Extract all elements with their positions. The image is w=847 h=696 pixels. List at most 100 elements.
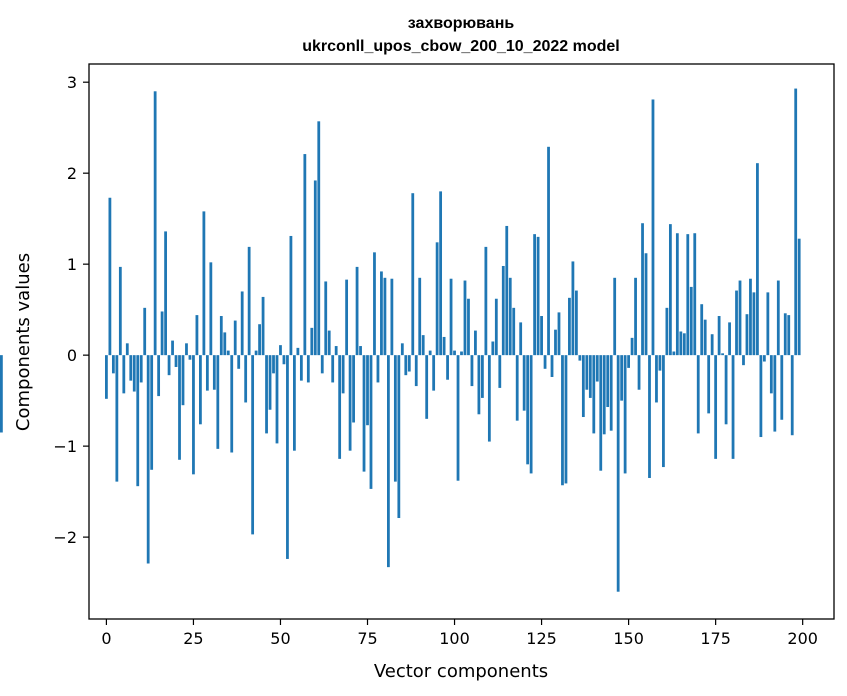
bar-198 bbox=[794, 88, 798, 356]
bar-5 bbox=[122, 355, 126, 394]
bar-4 bbox=[118, 266, 122, 356]
bar-195 bbox=[783, 313, 787, 356]
bar-128 bbox=[550, 355, 554, 377]
bar-188 bbox=[759, 355, 763, 438]
x-tick-label: 200 bbox=[787, 629, 818, 648]
bar-21 bbox=[178, 355, 181, 460]
bar-143 bbox=[602, 355, 606, 435]
bar-30 bbox=[209, 262, 213, 356]
bar-183 bbox=[742, 355, 745, 366]
bar-56 bbox=[299, 355, 303, 381]
bar-42 bbox=[251, 355, 255, 535]
bar-72 bbox=[355, 266, 359, 356]
bar-166 bbox=[682, 333, 686, 356]
bar-170 bbox=[696, 355, 700, 434]
bar-102 bbox=[460, 351, 463, 356]
bar-196 bbox=[787, 315, 791, 356]
bar-152 bbox=[634, 277, 637, 356]
bar-82 bbox=[390, 278, 394, 356]
bar-174 bbox=[710, 334, 714, 356]
bar-151 bbox=[630, 337, 634, 356]
bar-126 bbox=[543, 355, 547, 369]
bar-114 bbox=[501, 265, 505, 356]
bar-173 bbox=[707, 355, 711, 414]
bar-186 bbox=[752, 292, 756, 356]
bar-100 bbox=[453, 350, 456, 356]
bar-134 bbox=[571, 261, 575, 356]
bar-108 bbox=[481, 355, 484, 398]
bar-194 bbox=[780, 355, 784, 420]
bar-63 bbox=[324, 281, 328, 356]
bar-7 bbox=[129, 355, 133, 381]
bar-37 bbox=[233, 320, 237, 356]
x-tick-label: 100 bbox=[439, 629, 470, 648]
bars-group bbox=[0, 88, 801, 592]
bar-138 bbox=[585, 355, 589, 390]
bar-130 bbox=[557, 312, 561, 356]
bar-116 bbox=[508, 277, 512, 356]
bar-168 bbox=[689, 286, 693, 356]
bar-120 bbox=[522, 355, 526, 411]
bar-53 bbox=[289, 235, 293, 356]
bar-123 bbox=[533, 234, 536, 356]
bar-161 bbox=[665, 307, 669, 356]
bar-131 bbox=[561, 355, 564, 486]
bar-70 bbox=[348, 355, 352, 451]
bar-93 bbox=[428, 350, 432, 356]
bar-160 bbox=[662, 355, 665, 468]
bar-51 bbox=[282, 355, 286, 365]
bar-54 bbox=[293, 355, 296, 451]
bar-156 bbox=[648, 355, 651, 478]
chart-title: захворювань bbox=[408, 15, 515, 32]
bar-106 bbox=[474, 330, 477, 356]
bar-14 bbox=[153, 91, 157, 356]
bar-98 bbox=[446, 355, 449, 380]
bar-149 bbox=[623, 355, 627, 474]
bar-87 bbox=[407, 355, 411, 372]
bar-1 bbox=[108, 197, 112, 356]
bar-147 bbox=[616, 355, 620, 592]
bar-75 bbox=[366, 355, 369, 426]
bar-61 bbox=[317, 121, 321, 356]
bar-122 bbox=[529, 355, 533, 474]
bar-86 bbox=[404, 355, 408, 376]
bar-91 bbox=[421, 335, 425, 356]
bar-155 bbox=[644, 253, 648, 356]
bar-171 bbox=[700, 304, 704, 356]
bar-90 bbox=[418, 277, 422, 356]
bar-35 bbox=[226, 350, 230, 356]
bar-67 bbox=[338, 355, 342, 459]
bar-12 bbox=[146, 355, 150, 564]
bar-167 bbox=[686, 234, 690, 356]
bar-46 bbox=[265, 355, 268, 434]
bar-141 bbox=[595, 355, 599, 382]
bar-146 bbox=[613, 277, 617, 356]
bar-16 bbox=[160, 311, 164, 356]
bar-145 bbox=[609, 355, 613, 431]
bar-140 bbox=[592, 355, 596, 434]
bar-193 bbox=[776, 280, 780, 356]
bar-159 bbox=[658, 355, 662, 371]
bar-57 bbox=[303, 154, 307, 356]
bar-20 bbox=[174, 355, 178, 367]
bar-33 bbox=[219, 316, 223, 356]
bar-163 bbox=[672, 351, 676, 356]
bar-135 bbox=[574, 290, 578, 356]
bar-104 bbox=[467, 298, 470, 356]
x-tick-label: 50 bbox=[270, 629, 290, 648]
bar-66 bbox=[334, 346, 338, 356]
bar-49 bbox=[275, 355, 279, 444]
bar-115 bbox=[505, 225, 509, 356]
bar-190 bbox=[766, 292, 770, 356]
bar-92 bbox=[425, 355, 429, 419]
y-tick-label: 1 bbox=[67, 255, 77, 274]
bar-83 bbox=[393, 355, 397, 482]
bar-80 bbox=[383, 277, 387, 356]
bar-45 bbox=[261, 296, 265, 356]
bar-19 bbox=[171, 340, 174, 356]
bar-176 bbox=[717, 316, 721, 356]
bar-8 bbox=[132, 355, 136, 392]
bar-73 bbox=[359, 346, 362, 356]
bar-0 bbox=[105, 355, 108, 399]
